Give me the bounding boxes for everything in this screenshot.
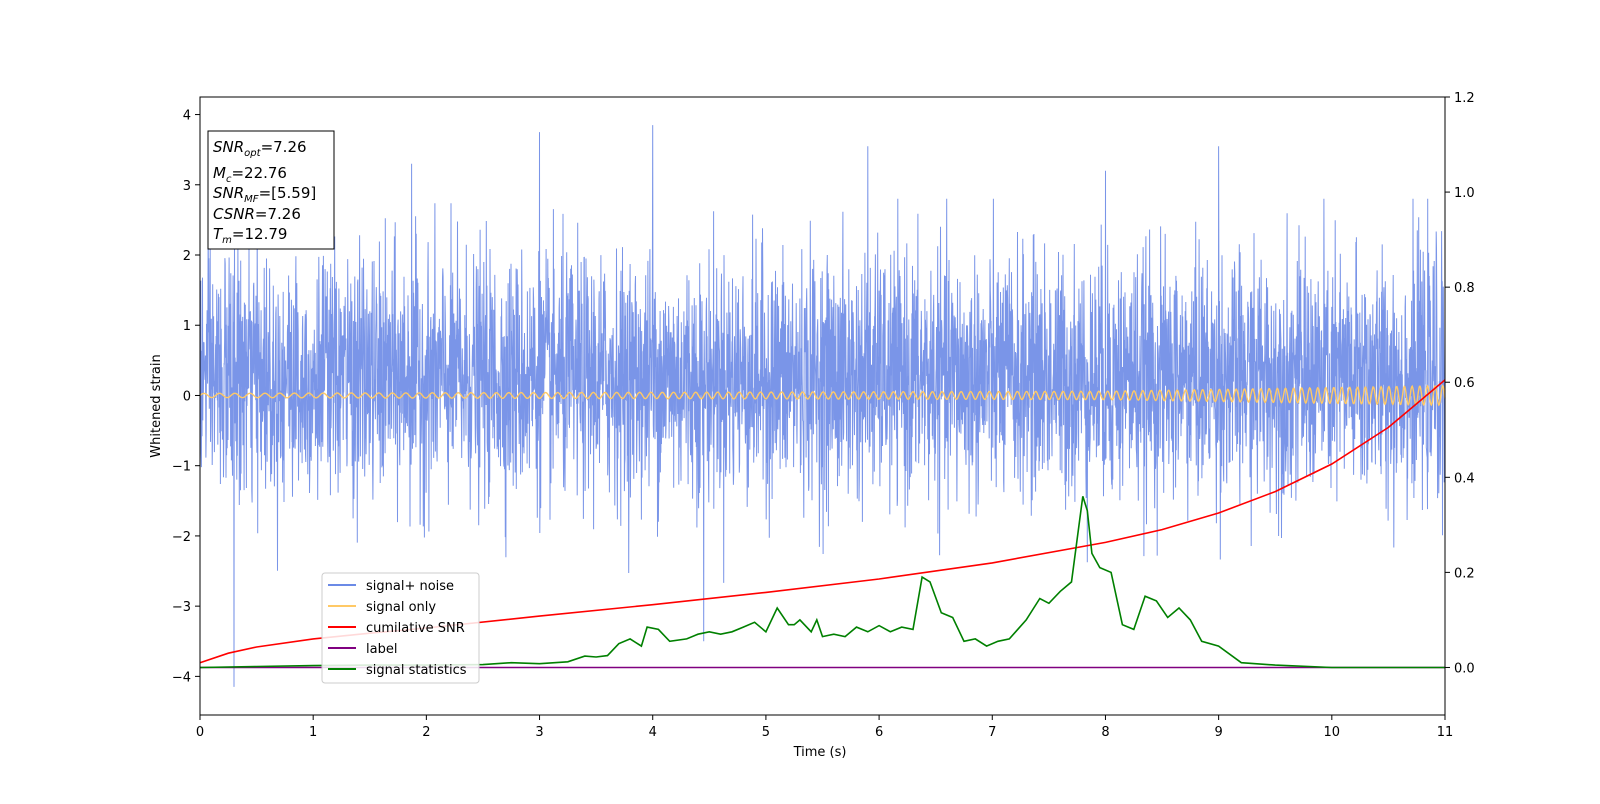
series-cumulative-snr <box>199 379 1446 664</box>
x-tick-label: 1 <box>309 725 317 740</box>
plot-frame <box>199 96 1446 716</box>
y2-tick-label: 0.8 <box>1454 281 1475 296</box>
legend-label-cumulative-snr: cumilative SNR <box>366 621 465 636</box>
stats-snr-opt: SNRopt=7.26 <box>213 138 307 159</box>
ticks-layer: 0 1 2 3 4 5 6 7 8 9 10 11 −4 −3 −2 −1 0 1 2 3 4 0.0 0.2 0.4 0.6 0… <box>172 91 1475 740</box>
series-signal-statistics <box>199 496 1445 669</box>
legend-item-signal-only: signal only <box>328 600 436 615</box>
x-tick-label: 11 <box>1437 725 1454 740</box>
x-tick-label: 9 <box>1214 725 1222 740</box>
stats-box: SNRopt=7.26 Mc=22.76 SNRMF=[5.59] CSNR=7… <box>207 130 335 250</box>
y2-tick-label: 0.6 <box>1454 376 1475 391</box>
stats-csnr: CSNR=7.26 <box>213 205 301 223</box>
x-tick-label: 5 <box>762 725 770 740</box>
x-tick-label: 3 <box>535 725 543 740</box>
x-tick-label: 4 <box>649 725 657 740</box>
y-tick-label: 1 <box>183 319 191 334</box>
y-tick-label: −3 <box>172 600 191 615</box>
stats-box-frame <box>207 130 335 250</box>
y2-tick-label: 1.2 <box>1454 91 1475 106</box>
y-axis-label: Whitened strain <box>149 354 164 457</box>
series-signal-noise <box>199 125 1446 687</box>
legend-item-cumulative-snr: cumilative SNR <box>328 621 465 636</box>
y-tick-label: 3 <box>183 179 191 194</box>
y-tick-label: −2 <box>172 530 191 545</box>
axes-layer <box>199 96 1446 716</box>
legend-label-label: label <box>366 642 397 657</box>
x-tick-label: 10 <box>1324 725 1341 740</box>
legend-label-signal-only: signal only <box>366 600 436 615</box>
series-signal-only <box>199 384 1446 407</box>
y-tick-label: −1 <box>172 460 191 475</box>
legend-item-label: label <box>328 642 397 657</box>
y-tick-label: 4 <box>183 109 191 124</box>
stats-mc: Mc=22.76 <box>213 164 287 185</box>
x-tick-label: 7 <box>988 725 996 740</box>
y2-tick-label: 0.2 <box>1454 566 1475 581</box>
x-tick-label: 0 <box>196 725 204 740</box>
legend-item-signal-statistics: signal statistics <box>328 663 467 678</box>
legend-label-signal-statistics: signal statistics <box>366 663 467 678</box>
legend: signal+ noise signal only cumilative SNR… <box>321 572 480 684</box>
x-tick-label: 8 <box>1101 725 1109 740</box>
y2-tick-label: 0.0 <box>1454 661 1475 676</box>
y-tick-label: 0 <box>183 389 191 404</box>
stats-tm: Tm=12.79 <box>213 225 287 246</box>
legend-frame <box>321 572 480 684</box>
y-tick-label: 2 <box>183 249 191 264</box>
x-axis-label: Time (s) <box>793 745 847 760</box>
y2-tick-label: 0.4 <box>1454 471 1475 486</box>
y-tick-label: −4 <box>172 670 191 685</box>
stats-snr-mf: SNRMF=[5.59] <box>213 184 316 205</box>
x-tick-label: 6 <box>875 725 883 740</box>
legend-item-signal-noise: signal+ noise <box>328 579 454 594</box>
x-tick-label: 2 <box>422 725 430 740</box>
y2-tick-label: 1.0 <box>1454 186 1475 201</box>
legend-label-signal-noise: signal+ noise <box>366 579 454 594</box>
